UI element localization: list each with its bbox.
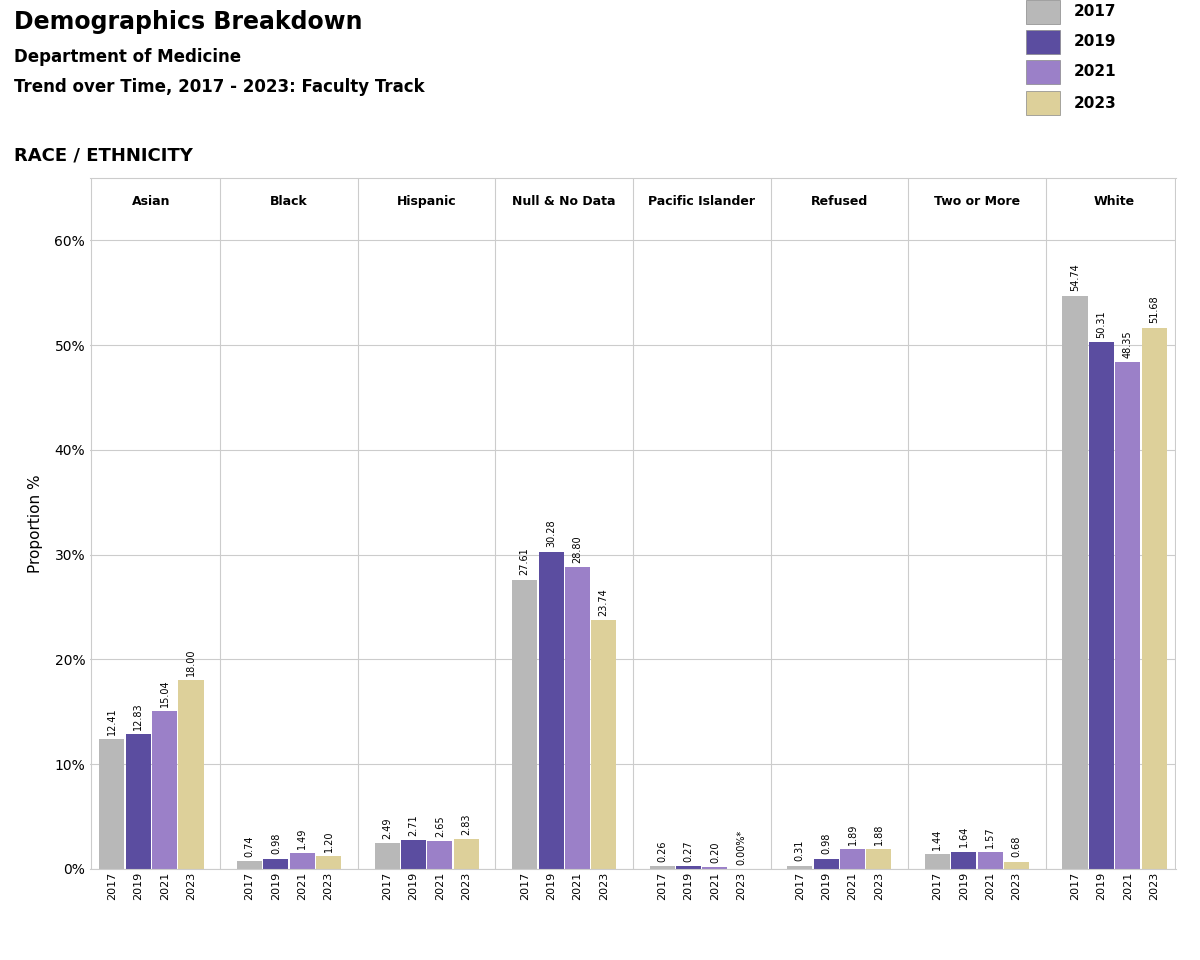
Text: 2021: 2021 <box>1074 64 1117 80</box>
Bar <box>952 852 977 869</box>
Bar <box>179 681 204 869</box>
Text: 0.20: 0.20 <box>710 841 720 862</box>
Bar <box>676 866 701 869</box>
Bar <box>289 853 314 869</box>
Text: Refused: Refused <box>811 195 868 208</box>
Text: 23.74: 23.74 <box>599 588 608 616</box>
Text: Null & No Data: Null & No Data <box>512 195 616 208</box>
Bar <box>401 840 426 869</box>
Text: Pacific Islander: Pacific Islander <box>648 195 755 208</box>
Text: 54.74: 54.74 <box>1070 264 1080 291</box>
Text: Asian: Asian <box>132 195 170 208</box>
Bar <box>1115 363 1140 869</box>
Text: 1.20: 1.20 <box>324 830 334 852</box>
Bar <box>1062 296 1087 869</box>
Text: 12.41: 12.41 <box>107 707 116 734</box>
Bar <box>427 841 452 869</box>
Text: 1.64: 1.64 <box>959 826 968 848</box>
Text: 27.61: 27.61 <box>520 548 529 575</box>
Text: Hispanic: Hispanic <box>397 195 456 208</box>
Bar <box>649 866 674 869</box>
Bar <box>702 867 727 869</box>
Bar <box>1026 91 1060 115</box>
Bar <box>925 853 950 869</box>
Bar <box>454 839 479 869</box>
Text: 1.89: 1.89 <box>847 824 858 845</box>
Bar <box>787 866 812 869</box>
Text: 51.68: 51.68 <box>1150 296 1159 324</box>
Text: 0.74: 0.74 <box>245 835 254 857</box>
Bar <box>978 852 1003 869</box>
Bar <box>1026 30 1060 54</box>
Text: 28.80: 28.80 <box>572 536 582 563</box>
Bar <box>152 711 178 869</box>
Text: 0.31: 0.31 <box>794 840 805 861</box>
Text: 2017: 2017 <box>1074 5 1116 19</box>
Bar <box>512 580 538 869</box>
Text: 2.83: 2.83 <box>461 813 472 835</box>
Bar <box>1026 60 1060 84</box>
Text: Trend over Time, 2017 - 2023: Faculty Track: Trend over Time, 2017 - 2023: Faculty Tr… <box>14 78 425 96</box>
Text: Department of Medicine: Department of Medicine <box>14 48 241 66</box>
Text: Demographics Breakdown: Demographics Breakdown <box>14 10 362 34</box>
Text: 50.31: 50.31 <box>1097 310 1106 338</box>
Bar <box>592 620 617 869</box>
Bar <box>814 858 839 869</box>
Bar <box>316 856 341 869</box>
Bar <box>1088 342 1114 869</box>
Text: Black: Black <box>270 195 308 208</box>
Bar <box>866 849 892 869</box>
Text: 0.98: 0.98 <box>271 833 281 854</box>
Text: 0.27: 0.27 <box>684 840 694 862</box>
Text: Two or More: Two or More <box>934 195 1020 208</box>
Bar <box>263 858 288 869</box>
Text: 2.65: 2.65 <box>434 815 445 837</box>
Y-axis label: Proportion %: Proportion % <box>29 474 43 572</box>
Bar <box>1026 0 1060 24</box>
Bar <box>840 849 865 869</box>
Text: 15.04: 15.04 <box>160 680 169 708</box>
Text: White: White <box>1094 195 1135 208</box>
Text: 2.71: 2.71 <box>408 815 419 836</box>
Text: 0.68: 0.68 <box>1012 836 1021 857</box>
Text: 2.49: 2.49 <box>382 817 392 838</box>
Text: 1.88: 1.88 <box>874 824 884 845</box>
Text: RACE / ETHNICITY: RACE / ETHNICITY <box>14 147 193 164</box>
Text: 1.44: 1.44 <box>932 828 942 850</box>
Text: 1.49: 1.49 <box>298 828 307 849</box>
Bar <box>539 552 564 869</box>
Text: 30.28: 30.28 <box>546 520 556 547</box>
Bar <box>565 567 590 869</box>
Bar <box>1141 327 1166 869</box>
Text: 2023: 2023 <box>1074 96 1117 110</box>
Bar <box>374 843 400 869</box>
Text: 2019: 2019 <box>1074 35 1116 50</box>
Text: 0.98: 0.98 <box>821 833 832 854</box>
Text: 12.83: 12.83 <box>133 703 143 731</box>
Bar <box>1004 862 1028 869</box>
Text: 1.57: 1.57 <box>985 827 995 849</box>
Bar <box>238 861 262 869</box>
Text: 48.35: 48.35 <box>1123 330 1133 358</box>
Text: 18.00: 18.00 <box>186 649 196 676</box>
Bar <box>126 734 151 869</box>
Bar <box>100 739 125 869</box>
Text: 0.26: 0.26 <box>658 840 667 862</box>
Text: 0.00%*: 0.00%* <box>737 829 746 865</box>
